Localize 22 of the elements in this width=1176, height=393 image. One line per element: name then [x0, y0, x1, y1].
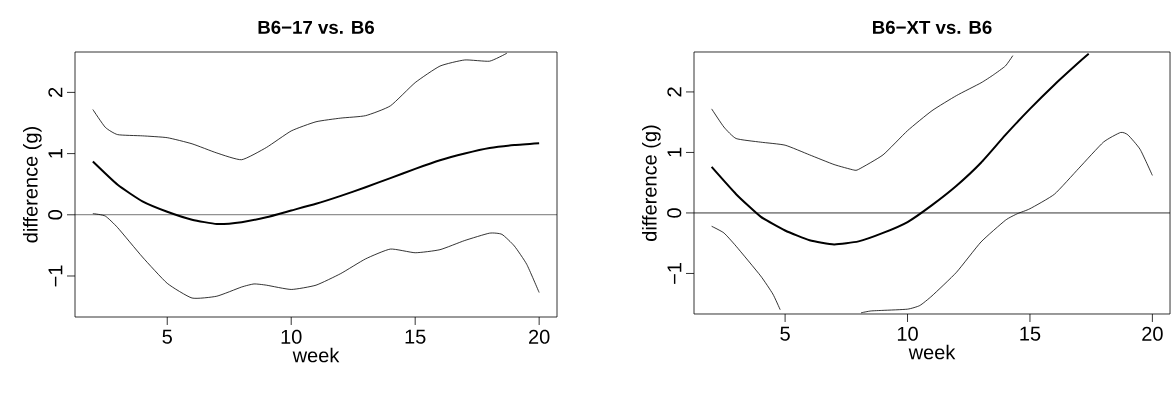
- y-tick-label: 2: [667, 87, 682, 97]
- chart-title: B6−17 vs. B6: [258, 20, 375, 34]
- x-tick-label: 20: [529, 329, 550, 344]
- x-tick-label: 10: [281, 329, 302, 344]
- x-axis-title: week: [292, 347, 340, 363]
- x-tick-label: 5: [162, 329, 172, 344]
- y-tick-label: −1: [48, 265, 63, 287]
- y-tick-label: 0: [48, 210, 63, 220]
- y-tick-label: 1: [48, 149, 63, 158]
- x-tick-label: 15: [1020, 326, 1041, 341]
- y-tick-label: 1: [667, 147, 682, 157]
- y-tick-label: 0: [667, 208, 682, 218]
- y-tick-label: −1: [667, 263, 682, 284]
- y-axis-title: difference (g): [23, 127, 42, 243]
- x-tick-label: 15: [405, 329, 426, 344]
- x-tick-label: 10: [897, 326, 918, 341]
- y-tick-label: 2: [48, 87, 63, 97]
- y-axis-title: difference (g): [642, 125, 661, 241]
- chart-title: B6−XT vs. B6: [873, 20, 992, 34]
- x-axis-title: week: [908, 344, 956, 360]
- x-tick-label: 20: [1142, 326, 1163, 341]
- x-tick-label: 5: [780, 326, 790, 341]
